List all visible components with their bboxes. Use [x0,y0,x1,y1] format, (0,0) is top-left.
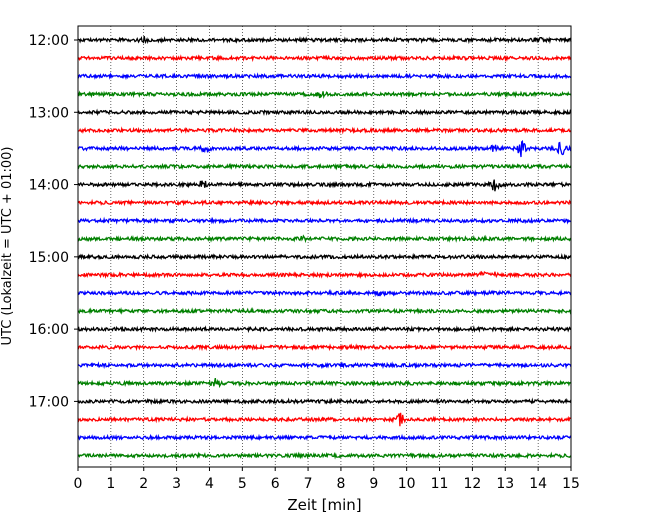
x-tick-label: 6 [271,476,280,492]
trace-1515 [77,270,572,280]
x-tick-label: 14 [529,476,547,492]
trace-1730 [77,433,572,442]
x-tick-label: 2 [139,476,148,492]
trace-1615 [77,343,572,352]
x-tick-label: 5 [238,476,247,492]
seismic-traces [77,35,572,460]
y-tick-label: 17:00 [29,394,69,410]
trace-1500 [77,252,572,261]
trace-1530 [77,289,572,298]
trace-1545 [77,307,572,315]
trace-1245 [77,90,572,100]
trace-1745 [77,451,572,460]
x-axis-label: Zeit [min] [287,496,361,514]
y-tick-label: 13:00 [29,105,69,121]
y-tick-label: 15:00 [29,250,69,266]
x-tick-label: 13 [496,476,514,492]
x-tick-label: 7 [304,476,313,492]
y-tick-label: 12:00 [29,33,69,49]
x-tick-label: 4 [205,476,214,492]
trace-1215 [77,54,572,63]
trace-1315 [77,126,572,135]
x-tick-label: 11 [431,476,449,492]
y-axis-label: UTC (Lokalzeit = UTC + 01:00) [0,147,15,346]
x-axis-ticks: 0 1 2 3 4 5 6 7 8 9 10 11 12 13 14 15 [74,467,580,492]
trace-1715 [77,412,572,427]
trace-1600 [77,325,572,334]
trace-1300 [77,108,572,117]
trace-1230 [77,72,572,81]
trace-1430 [77,216,571,225]
x-tick-label: 3 [172,476,181,492]
x-tick-label: 8 [336,476,345,492]
trace-1400 [77,179,572,192]
trace-1630 [77,361,572,370]
x-tick-label: 15 [562,476,580,492]
x-tick-label: 12 [463,476,481,492]
trace-1445 [77,234,572,244]
trace-1415 [77,198,572,207]
trace-1700 [77,397,572,406]
plot-frame [77,25,572,468]
y-tick-label: 16:00 [29,322,69,338]
x-tick-label: 9 [369,476,378,492]
trace-1345 [77,162,572,171]
x-tick-label: 0 [74,476,83,492]
y-tick-label: 14:00 [29,178,69,194]
trace-1330 [77,139,572,158]
x-tick-label: 10 [398,476,416,492]
x-tick-label: 1 [106,476,115,492]
trace-1200 [77,35,572,45]
y-axis-ticks: 12:00 13:00 14:00 15:00 16:00 17:00 [29,33,78,410]
trace-1645 [77,377,572,389]
